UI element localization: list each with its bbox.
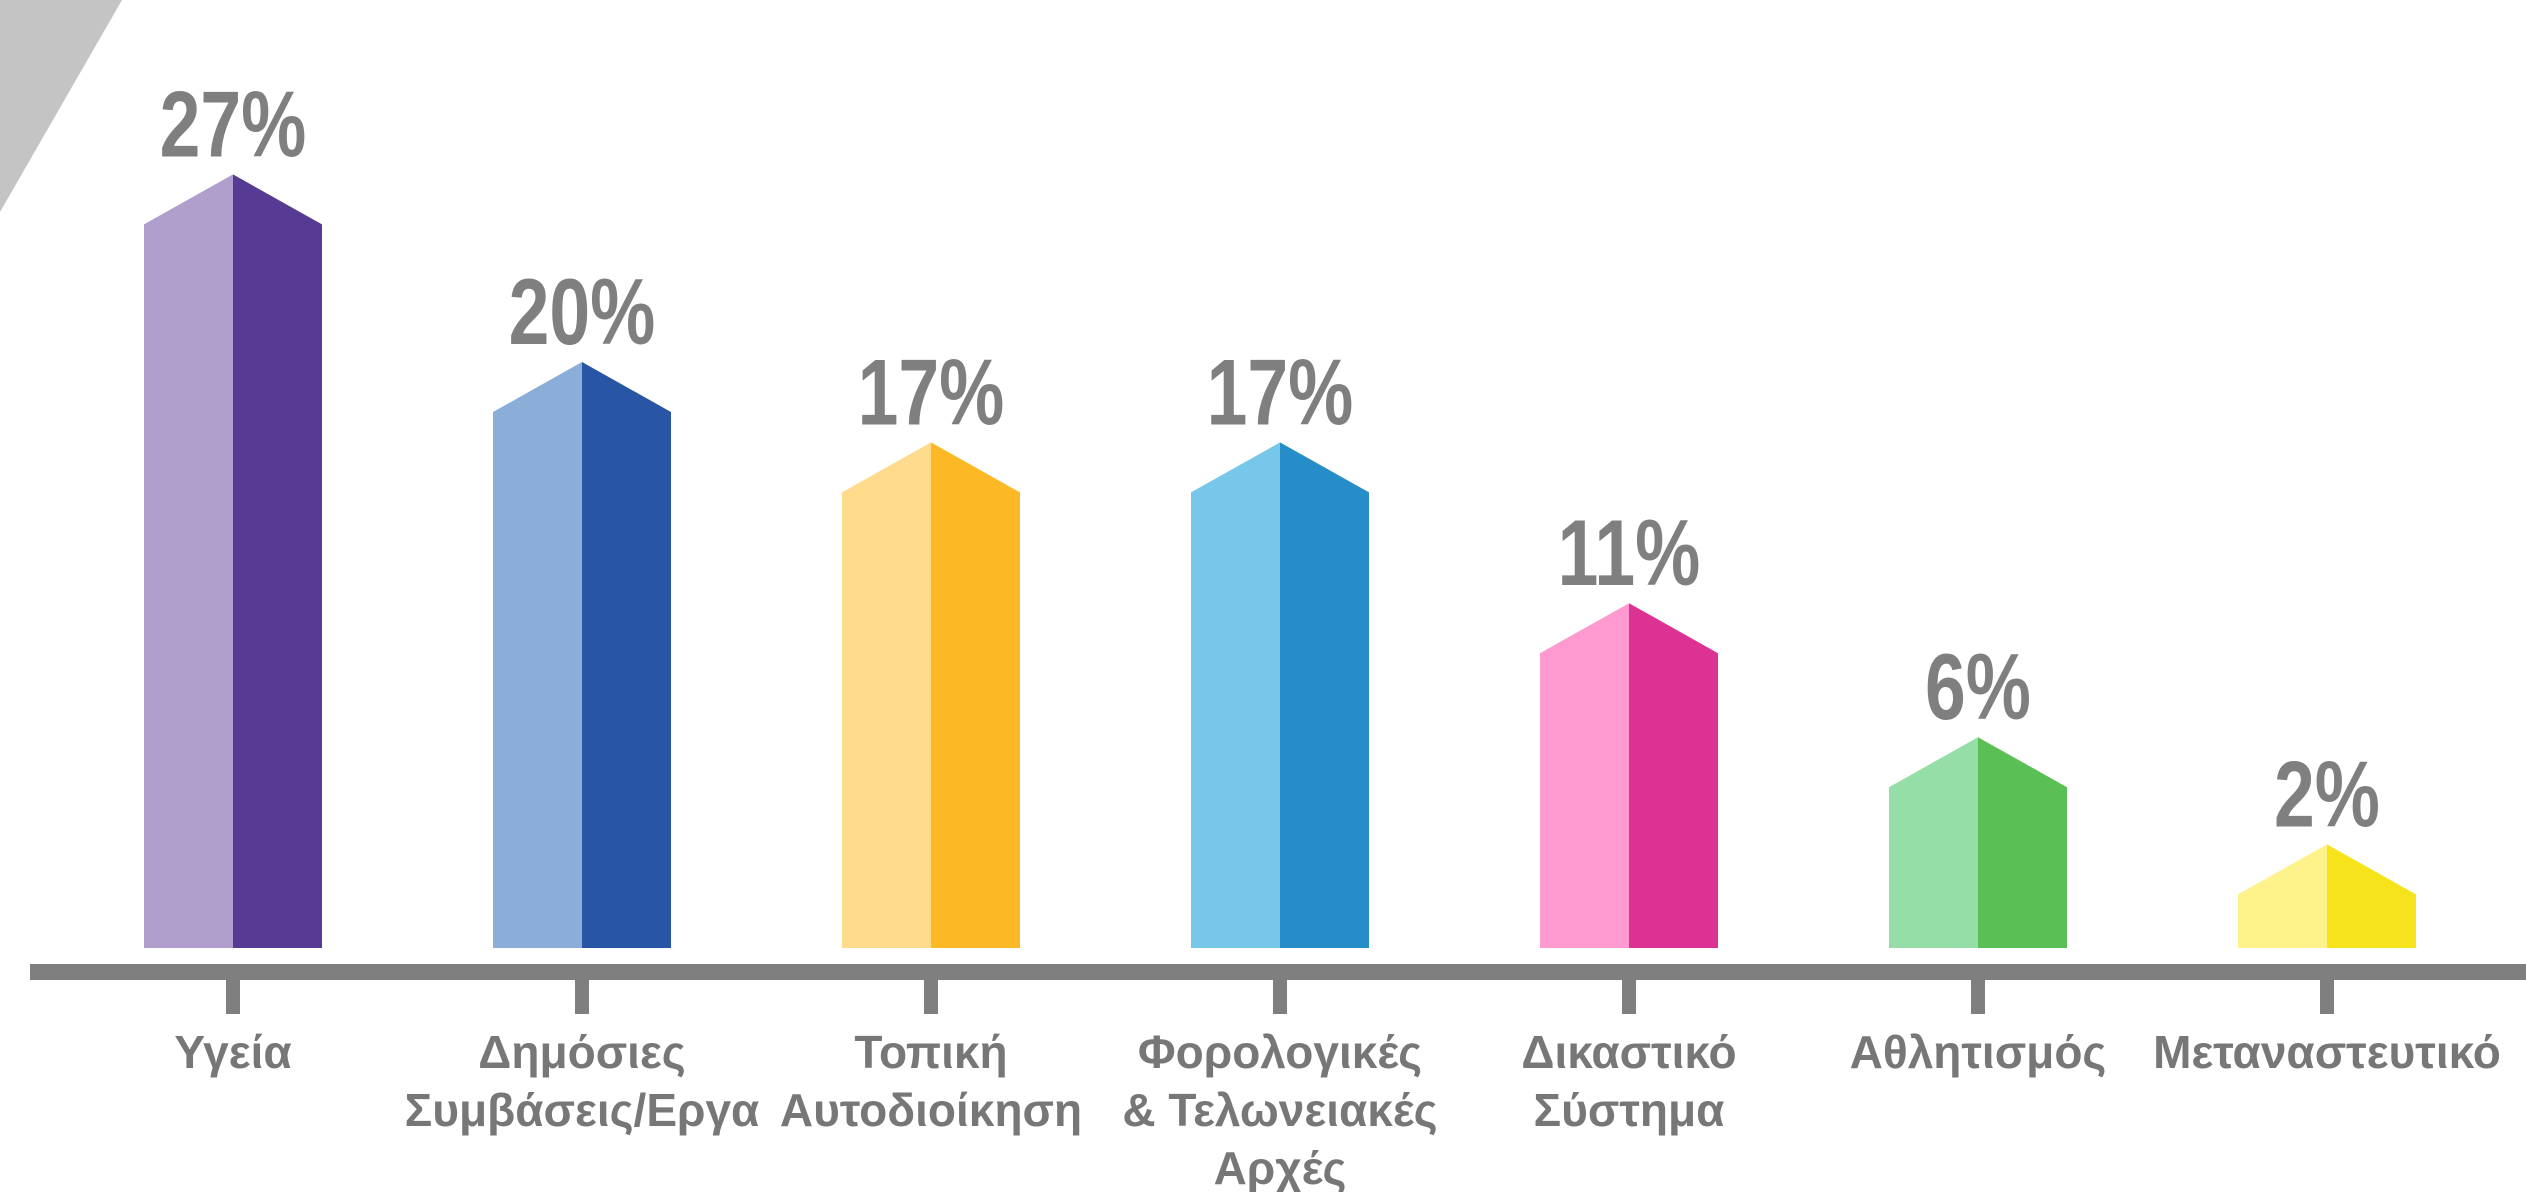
bar-face-dark — [1629, 603, 1718, 948]
value-label: 11% — [1558, 500, 1701, 605]
x-tick — [1622, 972, 1636, 1014]
value-label: 6% — [1925, 634, 2031, 739]
x-tick-label-line: Αθλητισμός — [1850, 1026, 2107, 1078]
x-tick-label-line: & Τελωνειακές — [1122, 1084, 1437, 1136]
corner-decoration — [0, 0, 122, 212]
bar-face-dark — [2327, 844, 2416, 948]
bar-face-light — [2238, 844, 2327, 948]
x-tick-label-line: Φορολογικές — [1138, 1026, 1422, 1078]
x-tick-label: Φορολογικές & Τελωνειακές Αρχές — [1122, 1026, 1437, 1192]
bar-face-dark — [1280, 442, 1369, 948]
x-tick-label-line: Αρχές — [1214, 1142, 1347, 1192]
x-tick-label: Μεταναστευτικό — [2153, 1026, 2501, 1078]
bar-face-dark — [233, 174, 322, 948]
bar-face-light — [1191, 442, 1280, 948]
bar-face-dark — [931, 442, 1020, 948]
bar-face-light — [493, 362, 582, 948]
value-label: 27% — [160, 72, 307, 177]
x-tick-label-line: Δικαστικό — [1521, 1026, 1736, 1078]
bar-6 — [1889, 737, 2067, 948]
value-label: 20% — [509, 259, 656, 364]
x-tick — [575, 972, 589, 1014]
bar-face-dark — [582, 362, 671, 948]
bar-face-light — [1889, 737, 1978, 948]
x-tick-label: Δικαστικό Σύστημα — [1521, 1026, 1736, 1136]
x-tick-label-line: Συμβάσεις/Εργα — [405, 1084, 760, 1136]
value-label: 17% — [1207, 340, 1354, 445]
bar-face-light — [1540, 603, 1629, 948]
value-label: 2% — [2274, 742, 2380, 847]
x-tick-label-line: Υγεία — [174, 1026, 291, 1078]
x-tick — [924, 972, 938, 1014]
x-tick-label: Τοπική Αυτοδιοίκηση — [780, 1026, 1082, 1136]
bar-1 — [144, 174, 322, 948]
x-tick — [1971, 972, 1985, 1014]
bar-face-light — [842, 442, 931, 948]
x-tick-label-line: Δημόσιες — [478, 1026, 685, 1078]
value-label: 17% — [858, 340, 1005, 445]
x-tick-label: Αθλητισμός — [1850, 1026, 2107, 1078]
x-tick — [226, 972, 240, 1014]
x-tick-label-line: Μεταναστευτικό — [2153, 1026, 2501, 1078]
x-tick-label: Δημόσιες Συμβάσεις/Εργα — [405, 1026, 760, 1136]
bar-face-dark — [1978, 737, 2067, 948]
x-tick-label-line: Σύστημα — [1534, 1084, 1725, 1136]
bar-2 — [493, 362, 671, 948]
x-tick-label-line: Αυτοδιοίκηση — [780, 1084, 1082, 1136]
x-tick-label: Υγεία — [174, 1026, 291, 1078]
bar-3 — [842, 442, 1020, 948]
x-tick — [2320, 972, 2334, 1014]
x-tick — [1273, 972, 1287, 1014]
x-tick-label-line: Τοπική — [854, 1026, 1007, 1078]
bar-7 — [2238, 844, 2416, 948]
bar-face-light — [144, 174, 233, 948]
bar-5 — [1540, 603, 1718, 948]
bar-4 — [1191, 442, 1369, 948]
